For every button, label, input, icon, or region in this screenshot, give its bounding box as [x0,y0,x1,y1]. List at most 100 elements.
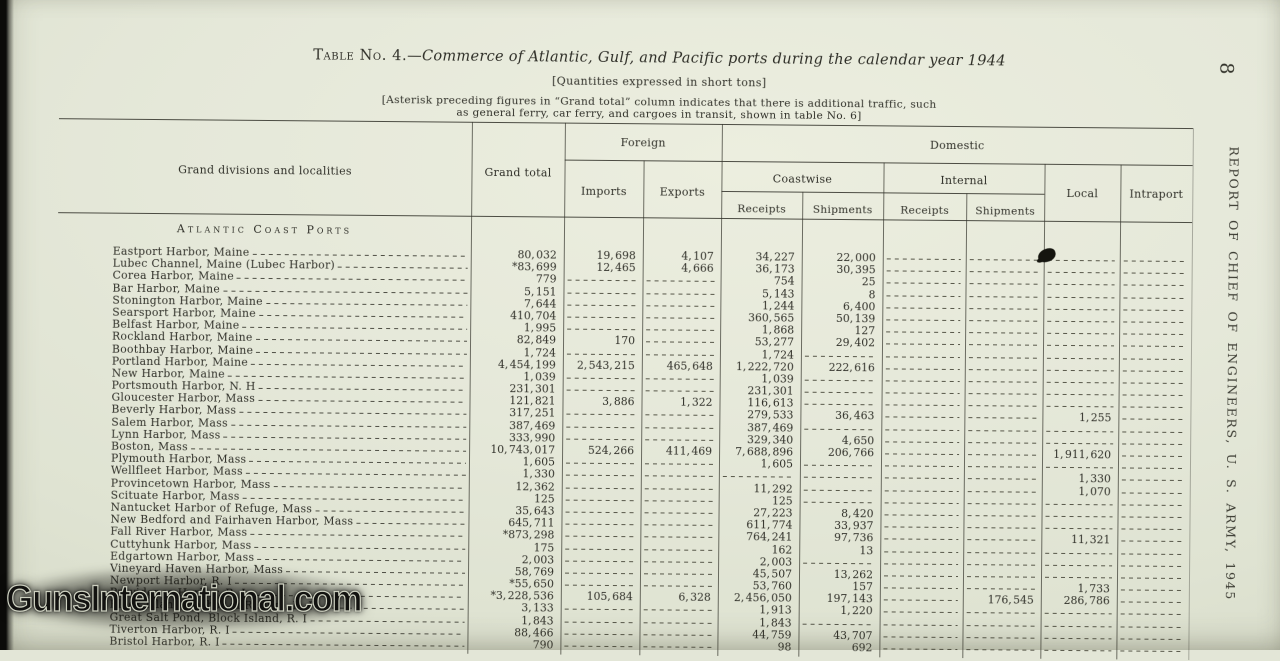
cell-coastwise_receipts: 1, 605 [719,457,800,471]
empty-cell-dash [645,439,715,441]
tonnage-value: 157 [852,580,873,594]
cell-internal_receipts [880,533,963,546]
empty-cell-dash [644,548,714,551]
cell-imports [561,530,640,543]
tonnage-value: 43, 707 [833,628,873,643]
dotted-leader [265,302,468,306]
empty-cell-dash [1121,504,1185,506]
dotted-leader [223,290,468,294]
empty-cell-dash [966,612,1036,615]
cell-internal_receipts [881,399,964,412]
cell-internal_receipts [881,435,964,448]
empty-cell-dash [646,317,716,319]
tonnage-value: 2, 456, 050 [733,591,792,605]
empty-cell-dash [565,462,636,465]
cell-internal_shipments [963,558,1041,571]
header-foreign: Foreign [620,136,666,150]
empty-cell-dash [968,405,1038,407]
empty-cell-dash [884,563,959,565]
empty-cell-dash [1122,370,1186,372]
empty-cell-dash [567,292,638,294]
cell-local [1043,339,1119,352]
empty-cell-dash [1044,576,1113,579]
empty-cell-dash [968,356,1038,359]
empty-cell-dash [565,487,636,489]
cell-internal_shipments [963,546,1041,559]
empty-cell-dash [1047,259,1115,262]
empty-cell-dash [883,611,958,614]
empty-cell-dash [644,573,714,575]
tonnage-value: 36, 173 [755,262,795,276]
locality-name: Salem Harbor, Mass [111,415,228,430]
cell-internal_receipts [882,301,965,314]
dotted-leader [245,473,466,477]
dotted-leader [254,546,466,550]
cell-internal_shipments [963,521,1041,534]
empty-cell-dash [886,294,961,297]
cell-intraport [1119,315,1191,328]
tonnage-value: 764, 241 [746,530,793,544]
tonnage-value: 1, 913 [759,603,792,618]
tonnage-value: 105, 684 [586,590,633,604]
cell-imports [561,566,640,579]
cell-imports [561,542,640,555]
header-exports: Exports [659,185,706,199]
empty-cell-dash [885,404,960,407]
empty-cell-dash [1047,320,1115,323]
empty-cell-dash [886,343,961,346]
cell-internal_shipments [965,290,1043,303]
cell-exports [639,640,717,653]
dotted-leader [258,400,467,403]
cell-grand_total: 3, 133 [468,602,561,615]
empty-cell-dash [566,389,637,392]
cell-coastwise_receipts [719,470,800,483]
empty-cell-dash [884,465,959,468]
cell-internal_receipts [881,411,964,424]
empty-cell-dash [1045,564,1113,567]
empty-cell-dash [1122,455,1186,458]
dotted-leader [222,643,465,647]
cell-local: 1, 911, 620 [1042,448,1118,462]
cell-coastwise_receipts: 764, 241 [718,530,799,544]
cell-internal_shipments [964,497,1042,510]
cell-local [1044,266,1120,279]
empty-cell-dash [565,499,636,501]
dotted-leader [257,558,466,562]
empty-cell-dash [644,475,714,478]
cell-internal_shipments [963,570,1041,583]
empty-cell-dash [1044,613,1112,615]
tonnage-value: 286, 786 [1063,594,1110,608]
cell-exports: 4, 666 [643,262,721,275]
tonnage-value: 231, 301 [747,384,794,398]
empty-cell-dash [885,453,960,456]
cell-exports [642,336,720,349]
empty-cell-dash [885,429,960,431]
cell-imports: 12, 465 [564,261,643,275]
cell-internal_shipments [962,631,1040,644]
empty-cell-dash [804,428,877,430]
empty-cell-dash [565,474,636,477]
empty-cell-dash [968,393,1038,395]
tonnage-value: *83, 699 [512,260,557,274]
empty-cell-dash [886,270,961,273]
cell-local: 1, 330 [1042,472,1118,486]
tonnage-value: 58, 769 [514,565,555,579]
empty-cell-dash [967,563,1037,566]
empty-cell-dash [646,280,716,283]
cell-local [1041,607,1117,620]
cell-internal_shipments [965,314,1043,327]
cell-imports [563,311,642,324]
empty-cell-dash [885,368,960,370]
empty-cell-dash [967,551,1037,554]
cell-local [1040,632,1116,645]
empty-cell-dash [1046,406,1114,408]
cell-intraport [1117,547,1189,560]
tonnage-value: 329, 340 [747,433,794,447]
cell-local: 11, 321 [1041,533,1117,547]
cell-intraport [1117,583,1189,596]
empty-cell-dash [967,490,1037,493]
empty-cell-dash [969,320,1039,322]
empty-cell-dash [1045,503,1113,506]
empty-cell-dash [968,441,1038,444]
empty-cell-dash [883,587,958,590]
